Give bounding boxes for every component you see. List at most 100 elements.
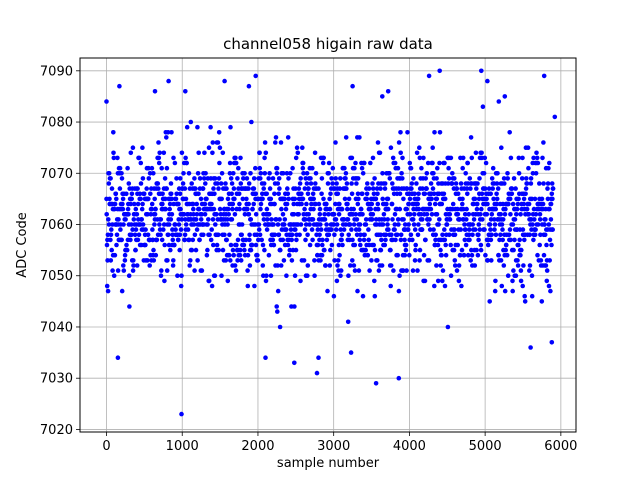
data-point: [271, 242, 277, 248]
data-point: [266, 176, 272, 181]
data-point: [541, 140, 546, 145]
data-point: [106, 222, 112, 227]
data-point: [410, 268, 416, 273]
data-point: [328, 247, 333, 253]
data-point: [145, 258, 150, 263]
data-point: [387, 171, 392, 176]
data-point: [504, 242, 509, 248]
data-point: [494, 181, 500, 186]
data-point: [360, 171, 366, 176]
data-point: [247, 237, 252, 243]
data-point: [172, 242, 177, 248]
data-point: [397, 191, 403, 197]
data-point: [116, 217, 121, 222]
data-point: [104, 99, 109, 104]
data-point: [306, 212, 312, 217]
data-point: [164, 135, 169, 140]
data-point: [166, 222, 172, 227]
data-point: [161, 227, 166, 232]
data-point: [442, 283, 448, 289]
data-point: [215, 181, 220, 186]
data-point: [493, 278, 498, 284]
data-point: [455, 206, 460, 212]
data-point: [345, 206, 350, 212]
data-point: [537, 217, 543, 222]
data-point: [152, 196, 157, 202]
data-point: [533, 212, 539, 217]
data-point: [499, 145, 504, 150]
data-point: [343, 176, 348, 181]
data-point: [535, 160, 541, 166]
data-point: [251, 176, 257, 181]
data-point: [544, 268, 550, 273]
data-point: [355, 191, 361, 197]
data-point: [453, 181, 459, 186]
data-point: [174, 176, 179, 181]
x-tick-label: 0: [102, 439, 110, 454]
data-point: [257, 232, 263, 238]
y-tick-label: 7020: [40, 423, 73, 438]
data-point: [465, 191, 470, 197]
data-point: [338, 176, 343, 181]
data-point: [485, 78, 490, 84]
data-point: [151, 258, 157, 263]
data-point: [412, 227, 418, 232]
data-point: [516, 196, 521, 202]
data-point: [465, 252, 471, 258]
data-point: [113, 191, 119, 197]
data-point: [309, 227, 315, 232]
data-point: [274, 171, 280, 176]
data-point: [356, 227, 362, 232]
data-point: [255, 237, 261, 243]
data-point: [163, 196, 168, 202]
data-point: [238, 155, 243, 161]
data-point: [482, 227, 487, 232]
data-point: [451, 247, 457, 253]
data-point: [378, 232, 384, 238]
data-point: [525, 145, 531, 150]
data-point: [296, 186, 302, 191]
data-point: [117, 186, 123, 191]
data-point: [307, 242, 313, 248]
data-point: [406, 222, 411, 227]
data-point: [150, 237, 156, 243]
data-point: [251, 186, 257, 191]
data-point: [194, 201, 199, 207]
data-point: [293, 155, 299, 161]
data-point: [333, 140, 338, 145]
data-point: [391, 268, 396, 273]
data-point: [281, 222, 287, 227]
data-point: [489, 212, 495, 217]
data-point: [206, 145, 212, 150]
data-point: [353, 212, 359, 217]
data-point: [104, 283, 110, 289]
data-point: [415, 196, 421, 202]
data-point: [400, 155, 405, 161]
data-point: [105, 288, 111, 294]
data-point: [345, 201, 350, 207]
data-point: [392, 160, 398, 166]
data-point: [156, 160, 162, 166]
data-point: [145, 232, 151, 238]
data-point: [276, 176, 282, 181]
data-point: [382, 186, 388, 191]
data-point: [231, 186, 237, 191]
data-point: [164, 165, 170, 171]
data-point: [296, 212, 302, 217]
data-point: [427, 227, 433, 232]
data-point: [318, 222, 323, 227]
data-point: [501, 176, 507, 181]
data-point: [164, 268, 170, 273]
data-point: [412, 258, 418, 263]
data-point: [169, 196, 174, 202]
data-point: [132, 232, 138, 238]
data-point: [281, 258, 287, 263]
data-point: [392, 212, 398, 217]
data-point: [481, 171, 487, 176]
data-point: [164, 186, 169, 191]
data-point: [223, 181, 228, 186]
data-point: [331, 293, 337, 299]
data-point: [509, 186, 515, 191]
data-point: [162, 278, 167, 284]
data-point: [427, 217, 432, 222]
